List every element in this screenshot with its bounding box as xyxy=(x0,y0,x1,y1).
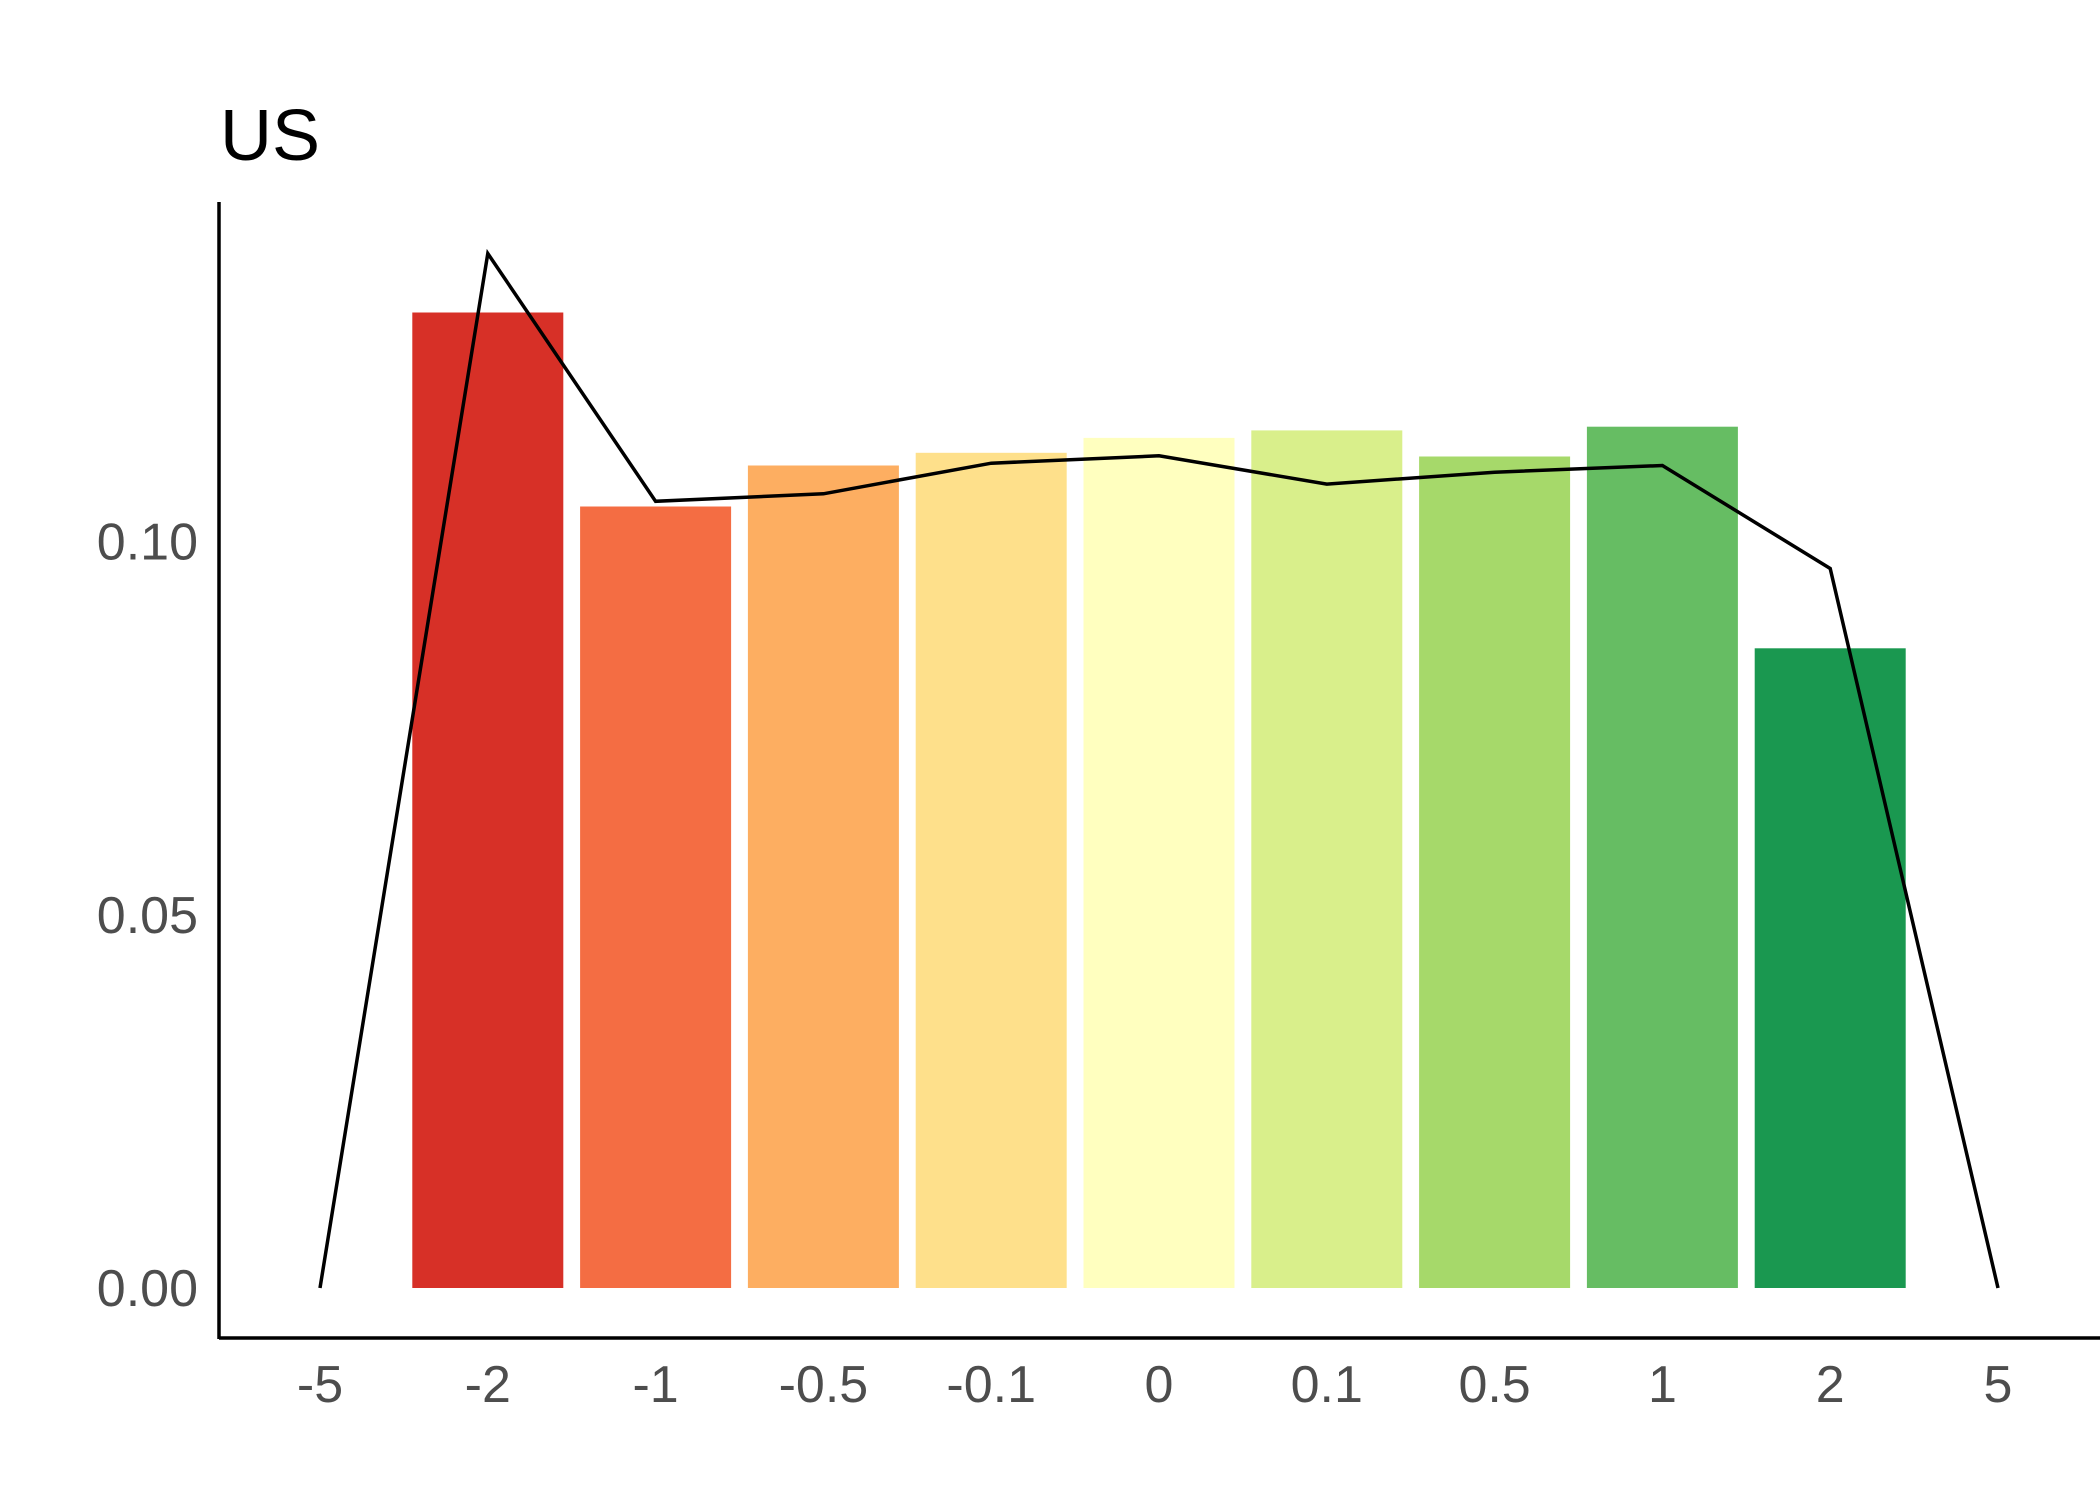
series-line xyxy=(318,248,2000,1289)
bar--1 xyxy=(580,506,732,1288)
axes-layer xyxy=(217,202,2100,1340)
x-tick-label: -5 xyxy=(297,1356,343,1414)
bar--0.5 xyxy=(747,465,899,1288)
bar-1 xyxy=(1586,426,1738,1288)
chart-title: US xyxy=(220,96,320,176)
y-tick-label: 0.00 xyxy=(97,1260,198,1318)
x-tick-label: 0 xyxy=(1145,1356,1174,1414)
bar-0.1 xyxy=(1251,430,1403,1288)
x-tick-label: -0.1 xyxy=(946,1356,1036,1414)
x-ticks: -5 -2 -1 -0.5 -0.1 0 0.1 0.5 1 2 5 xyxy=(297,1356,2013,1414)
x-tick-label: -0.5 xyxy=(779,1356,869,1414)
bar--2 xyxy=(412,312,564,1288)
x-tick-label: 1 xyxy=(1648,1356,1677,1414)
bar--0.1 xyxy=(915,452,1067,1288)
x-tick-label: 2 xyxy=(1816,1356,1845,1414)
line-layer xyxy=(318,248,2000,1289)
y-ticks: 0.00 0.05 0.10 xyxy=(97,514,198,1318)
x-tick-label: -1 xyxy=(632,1356,678,1414)
bar-0.5 xyxy=(1419,456,1571,1288)
bars-layer xyxy=(412,312,1906,1288)
x-tick-label: 5 xyxy=(1984,1356,2013,1414)
y-tick-label: 0.05 xyxy=(97,887,198,945)
y-tick-label: 0.10 xyxy=(97,514,198,572)
x-tick-label: 0.5 xyxy=(1458,1356,1530,1414)
bar-0 xyxy=(1083,437,1235,1288)
x-tick-label: -2 xyxy=(465,1356,511,1414)
bar-2 xyxy=(1754,648,1906,1288)
x-tick-label: 0.1 xyxy=(1291,1356,1363,1414)
